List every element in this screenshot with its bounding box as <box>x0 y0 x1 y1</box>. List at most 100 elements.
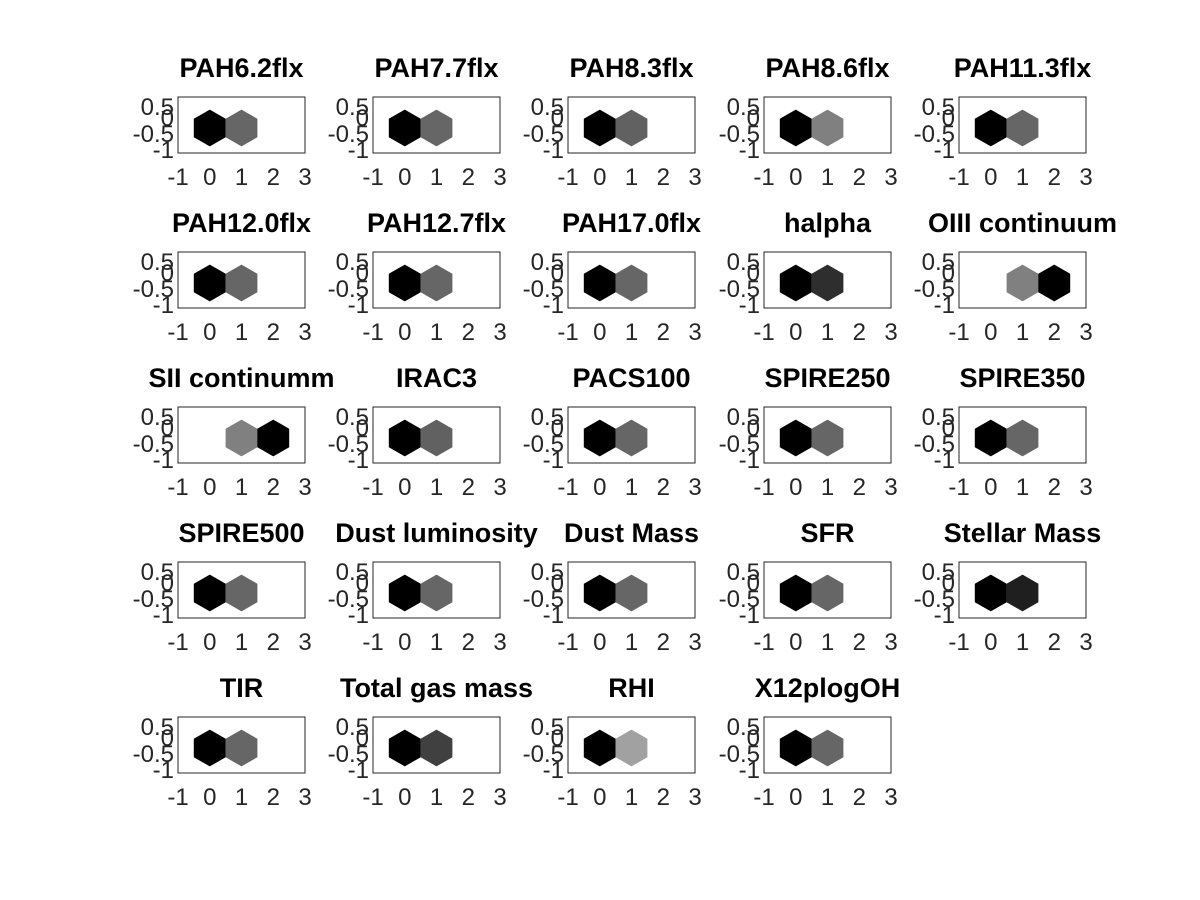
hex-cell <box>811 109 844 147</box>
x-tick-label: 3 <box>1079 629 1092 656</box>
y-tick-label: -0.5 <box>523 276 564 303</box>
x-tick-label: 1 <box>235 164 248 191</box>
y-tick-label: 0 <box>161 415 174 442</box>
hex-cell <box>779 264 812 302</box>
x-tick-label: 0 <box>789 784 802 811</box>
y-tick-label: 0 <box>747 105 760 132</box>
subplot: Total gas mass-1 0 1 2 30.50-0.5-1 <box>328 673 533 811</box>
subplot: PAH6.2flx-1 0 1 2 30.50-0.5-1 <box>133 53 312 191</box>
hex-cell <box>225 264 258 302</box>
subplot-title: SPIRE500 <box>178 518 304 548</box>
y-tick-label: 0 <box>356 260 369 287</box>
x-tick-label: 0 <box>789 164 802 191</box>
subplot: Dust luminosity-1 0 1 2 30.50-0.5-1 <box>328 518 538 656</box>
y-tick-label: 0 <box>551 415 564 442</box>
x-tick-label: -1 <box>167 474 188 501</box>
hex-cell <box>420 264 453 302</box>
subplot-title: PAH6.2flx <box>179 53 303 83</box>
y-tick-label: 0 <box>747 260 760 287</box>
y-tick-label: -0.5 <box>719 121 760 148</box>
y-tick-label: -0.5 <box>328 586 369 613</box>
y-tick-label: -0.5 <box>523 431 564 458</box>
x-tick-label: 2 <box>657 474 670 501</box>
x-tick-label: 2 <box>853 319 866 346</box>
y-tick-label: 0.5 <box>727 249 760 276</box>
x-tick-label: 3 <box>298 319 311 346</box>
subplot: IRAC3-1 0 1 2 30.50-0.5-1 <box>328 363 507 501</box>
y-tick-label: 0 <box>551 105 564 132</box>
hex-cell <box>388 109 421 147</box>
x-tick-label: -1 <box>362 629 383 656</box>
x-tick-label: 2 <box>1048 319 1061 346</box>
y-tick-label: 0.5 <box>922 249 955 276</box>
subplot-title: Dust Mass <box>564 518 699 548</box>
subplot: Dust Mass-1 0 1 2 30.50-0.5-1 <box>523 518 702 656</box>
y-tick-label: -1 <box>153 292 174 319</box>
x-tick-label: 2 <box>267 629 280 656</box>
hex-cell <box>615 419 648 457</box>
x-tick-label: 3 <box>1079 474 1092 501</box>
x-tick-label: 3 <box>1079 164 1092 191</box>
y-tick-label: 0 <box>356 570 369 597</box>
y-tick-label: -0.5 <box>914 121 955 148</box>
y-tick-label: 0.5 <box>336 404 369 431</box>
subplot-title: SFR <box>801 518 855 548</box>
subplot-title: Stellar Mass <box>944 518 1102 548</box>
x-tick-label: 0 <box>203 319 216 346</box>
hex-cell <box>420 419 453 457</box>
x-tick-label: -1 <box>753 629 774 656</box>
x-tick-label: 0 <box>984 164 997 191</box>
hex-cell <box>811 264 844 302</box>
y-tick-label: 0.5 <box>531 94 564 121</box>
x-tick-label: -1 <box>362 164 383 191</box>
hex-cell <box>1006 419 1039 457</box>
hex-cell <box>811 419 844 457</box>
y-tick-label: -0.5 <box>133 741 174 768</box>
x-tick-label: 0 <box>203 784 216 811</box>
y-tick-label: -0.5 <box>133 121 174 148</box>
hex-cell <box>193 574 226 612</box>
y-tick-label: 0.5 <box>922 94 955 121</box>
x-tick-label: 1 <box>235 319 248 346</box>
x-tick-label: 3 <box>688 784 701 811</box>
y-tick-label: -0.5 <box>328 431 369 458</box>
x-tick-label: -1 <box>753 164 774 191</box>
hex-cell <box>779 574 812 612</box>
hex-cell <box>225 419 258 457</box>
x-tick-label: 1 <box>625 629 638 656</box>
y-tick-label: 0.5 <box>727 559 760 586</box>
y-tick-label: 0 <box>551 570 564 597</box>
x-tick-label: 1 <box>821 629 834 656</box>
y-tick-label: 0.5 <box>141 404 174 431</box>
x-tick-label: 2 <box>853 629 866 656</box>
x-tick-label: -1 <box>362 474 383 501</box>
x-tick-label: -1 <box>948 474 969 501</box>
y-tick-label: -0.5 <box>719 741 760 768</box>
subplot: PAH11.3flx-1 0 1 2 30.50-0.5-1 <box>914 53 1093 191</box>
x-tick-label: 3 <box>493 784 506 811</box>
subplot-title: PAH7.7flx <box>374 53 498 83</box>
x-tick-label: -1 <box>557 164 578 191</box>
y-tick-label: -0.5 <box>523 586 564 613</box>
x-tick-label: 2 <box>853 164 866 191</box>
x-tick-label: 0 <box>984 474 997 501</box>
x-tick-label: 2 <box>462 164 475 191</box>
subplot-title: Dust luminosity <box>335 518 538 548</box>
x-tick-label: 1 <box>625 164 638 191</box>
x-tick-label: 2 <box>657 784 670 811</box>
x-tick-label: -1 <box>167 629 188 656</box>
y-tick-label: 0.5 <box>531 404 564 431</box>
y-tick-label: 0 <box>161 105 174 132</box>
y-tick-label: -1 <box>934 292 955 319</box>
x-tick-label: 1 <box>625 474 638 501</box>
x-tick-label: 1 <box>1016 319 1029 346</box>
x-tick-label: 3 <box>688 629 701 656</box>
y-tick-label: -0.5 <box>914 431 955 458</box>
y-tick-label: -1 <box>934 137 955 164</box>
x-tick-label: 0 <box>203 474 216 501</box>
y-tick-label: -0.5 <box>719 431 760 458</box>
y-tick-label: 0 <box>161 570 174 597</box>
y-tick-label: 0 <box>356 105 369 132</box>
subplot: PAH12.0flx-1 0 1 2 30.50-0.5-1 <box>133 208 312 346</box>
y-tick-label: 0.5 <box>336 249 369 276</box>
